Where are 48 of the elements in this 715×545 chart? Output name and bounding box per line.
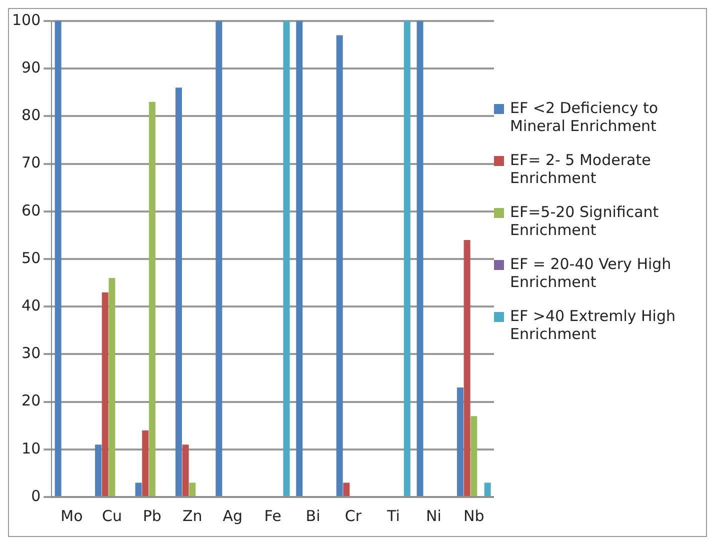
x-tick-label: Fe	[264, 506, 282, 525]
legend-label: EF >40 Extremly High Enrichment	[510, 307, 676, 343]
x-tick-label: Bi	[306, 506, 320, 525]
bar	[148, 102, 156, 496]
bar	[135, 482, 142, 496]
y-tick-label: 30	[22, 344, 41, 362]
bar	[54, 21, 62, 496]
bar	[470, 416, 478, 496]
y-tick-label: 40	[22, 296, 41, 314]
x-tick-label: Ni	[426, 506, 442, 525]
bar	[95, 444, 102, 496]
y-tick-label: 10	[22, 439, 41, 458]
x-tick-label: Nb	[464, 506, 484, 525]
legend-label: EF=5-20 Significant Enrichment	[510, 203, 660, 239]
legend-label: EF = 20-40 Very High Enrichment	[510, 255, 672, 291]
y-tick-label: 50	[22, 248, 41, 267]
bar	[108, 278, 116, 496]
bar	[102, 292, 108, 496]
bar	[416, 21, 424, 496]
bar	[404, 21, 410, 496]
x-tick-label: Zn	[182, 506, 202, 525]
bar	[336, 35, 343, 496]
bar	[296, 21, 303, 496]
y-tick-label: 70	[22, 154, 41, 172]
bar	[175, 88, 182, 496]
legend-label: EF <2 Deficiency to Mineral Enrichment	[510, 99, 660, 135]
bar	[484, 482, 491, 496]
bar	[283, 21, 290, 496]
legend-label: EF= 2- 5 Moderate Enrichment	[510, 151, 652, 187]
x-tick-label: Ag	[222, 506, 242, 525]
bar	[464, 240, 470, 496]
bar	[216, 21, 222, 496]
y-tick-label: 80	[22, 106, 41, 124]
x-tick-label: Mo	[60, 506, 83, 525]
y-tick-label: 100	[12, 10, 41, 29]
bar	[182, 444, 189, 496]
x-tick-label: Cr	[344, 506, 362, 525]
bar	[456, 388, 464, 496]
y-tick-label: 20	[22, 392, 41, 410]
bar	[142, 430, 149, 496]
x-tick-label: Cu	[102, 506, 122, 525]
bar	[189, 482, 196, 496]
bar	[343, 482, 350, 496]
y-tick-label: 90	[22, 58, 41, 76]
y-tick-label: 0	[31, 486, 41, 505]
x-tick-label: Pb	[142, 506, 162, 525]
x-tick-label: Ti	[386, 506, 400, 525]
y-tick-label: 60	[22, 201, 41, 220]
